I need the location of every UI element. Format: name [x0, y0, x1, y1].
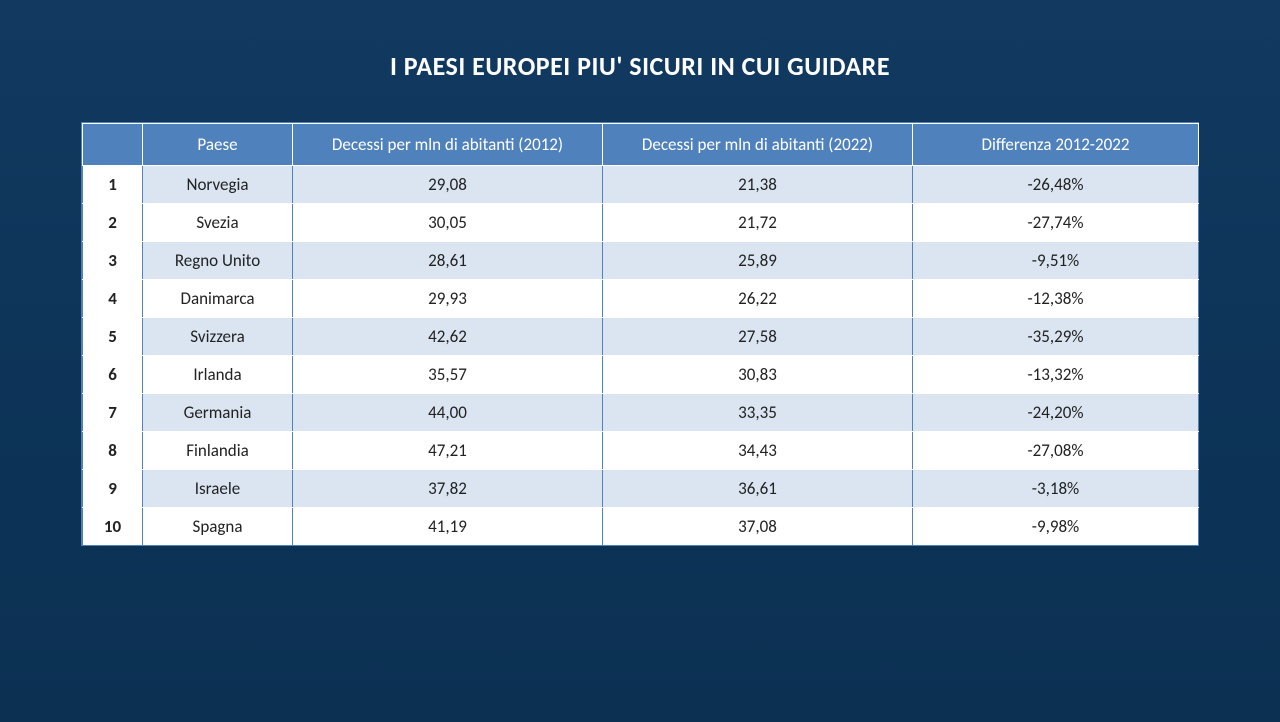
cell-paese: Finlandia [143, 432, 293, 470]
cell-d2022: 27,58 [603, 318, 913, 356]
cell-d2022: 33,35 [603, 394, 913, 432]
cell-d2012: 35,57 [293, 356, 603, 394]
table-row: 1 Norvegia 29,08 21,38 -26,48% [83, 166, 1199, 204]
table-row: 8 Finlandia 47,21 34,43 -27,08% [83, 432, 1199, 470]
safest-countries-table: Paese Decessi per mln di abitanti (2012)… [82, 123, 1199, 545]
cell-diff: -3,18% [913, 470, 1199, 508]
cell-d2012: 30,05 [293, 204, 603, 242]
cell-d2022: 26,22 [603, 280, 913, 318]
cell-rank: 8 [83, 432, 143, 470]
col-paese: Paese [143, 124, 293, 166]
table-row: 2 Svezia 30,05 21,72 -27,74% [83, 204, 1199, 242]
table-row: 10 Spagna 41,19 37,08 -9,98% [83, 508, 1199, 546]
cell-d2022: 30,83 [603, 356, 913, 394]
cell-d2012: 41,19 [293, 508, 603, 546]
slide-title: I PAESI EUROPEI PIU' SICURI IN CUI GUIDA… [0, 50, 1280, 82]
cell-paese: Germania [143, 394, 293, 432]
col-rank [83, 124, 143, 166]
table-row: 9 Israele 37,82 36,61 -3,18% [83, 470, 1199, 508]
safest-countries-table-wrap: Paese Decessi per mln di abitanti (2012)… [81, 122, 1199, 546]
cell-d2012: 29,08 [293, 166, 603, 204]
cell-diff: -27,08% [913, 432, 1199, 470]
cell-paese: Spagna [143, 508, 293, 546]
cell-diff: -13,32% [913, 356, 1199, 394]
cell-paese: Regno Unito [143, 242, 293, 280]
cell-d2012: 28,61 [293, 242, 603, 280]
table-row: 6 Irlanda 35,57 30,83 -13,32% [83, 356, 1199, 394]
cell-paese: Norvegia [143, 166, 293, 204]
cell-rank: 10 [83, 508, 143, 546]
cell-diff: -26,48% [913, 166, 1199, 204]
cell-d2012: 29,93 [293, 280, 603, 318]
cell-diff: -9,98% [913, 508, 1199, 546]
cell-d2022: 25,89 [603, 242, 913, 280]
table-row: 3 Regno Unito 28,61 25,89 -9,51% [83, 242, 1199, 280]
cell-d2012: 44,00 [293, 394, 603, 432]
cell-diff: -24,20% [913, 394, 1199, 432]
cell-d2022: 36,61 [603, 470, 913, 508]
cell-d2022: 37,08 [603, 508, 913, 546]
cell-rank: 1 [83, 166, 143, 204]
cell-rank: 4 [83, 280, 143, 318]
cell-diff: -12,38% [913, 280, 1199, 318]
cell-paese: Svezia [143, 204, 293, 242]
cell-d2012: 42,62 [293, 318, 603, 356]
table-row: 7 Germania 44,00 33,35 -24,20% [83, 394, 1199, 432]
cell-rank: 9 [83, 470, 143, 508]
cell-rank: 2 [83, 204, 143, 242]
col-d2022: Decessi per mln di abitanti (2022) [603, 124, 913, 166]
cell-rank: 5 [83, 318, 143, 356]
table-body: 1 Norvegia 29,08 21,38 -26,48% 2 Svezia … [83, 166, 1199, 546]
cell-d2012: 47,21 [293, 432, 603, 470]
cell-d2022: 34,43 [603, 432, 913, 470]
table-row: 4 Danimarca 29,93 26,22 -12,38% [83, 280, 1199, 318]
cell-rank: 3 [83, 242, 143, 280]
cell-diff: -27,74% [913, 204, 1199, 242]
cell-diff: -9,51% [913, 242, 1199, 280]
table-row: 5 Svizzera 42,62 27,58 -35,29% [83, 318, 1199, 356]
cell-rank: 6 [83, 356, 143, 394]
table-head: Paese Decessi per mln di abitanti (2012)… [83, 124, 1199, 166]
cell-paese: Danimarca [143, 280, 293, 318]
cell-paese: Svizzera [143, 318, 293, 356]
cell-d2012: 37,82 [293, 470, 603, 508]
col-d2012: Decessi per mln di abitanti (2012) [293, 124, 603, 166]
col-diff: Differenza 2012-2022 [913, 124, 1199, 166]
cell-paese: Israele [143, 470, 293, 508]
cell-d2022: 21,38 [603, 166, 913, 204]
cell-diff: -35,29% [913, 318, 1199, 356]
cell-d2022: 21,72 [603, 204, 913, 242]
cell-rank: 7 [83, 394, 143, 432]
cell-paese: Irlanda [143, 356, 293, 394]
slide: I PAESI EUROPEI PIU' SICURI IN CUI GUIDA… [0, 0, 1280, 722]
